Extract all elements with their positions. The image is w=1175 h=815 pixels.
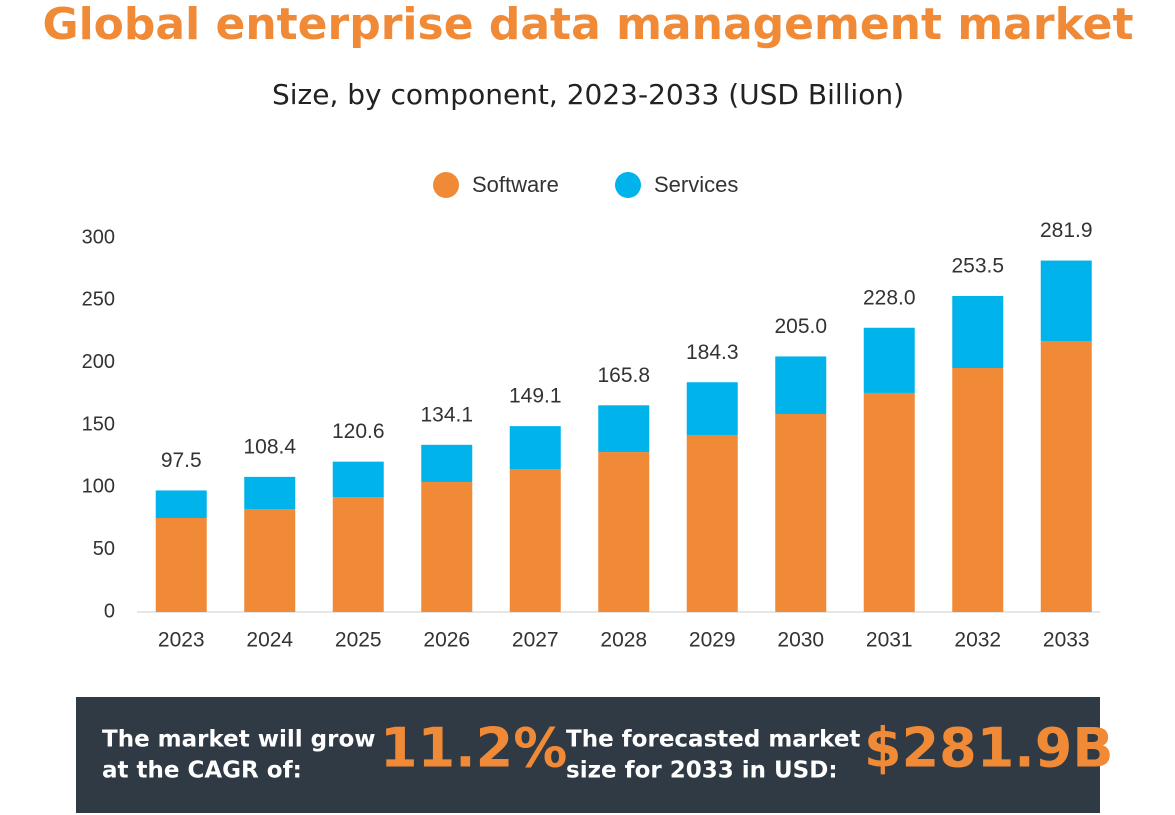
total-label: 134.1 (420, 403, 473, 426)
x-tick-label: 2024 (246, 629, 293, 652)
bar-segment (863, 327, 915, 393)
bar-segment (244, 476, 296, 510)
bar-segment (952, 368, 1004, 612)
y-tick-label: 300 (82, 226, 115, 248)
legend-label: Services (654, 172, 738, 197)
chart-subtitle: Size, by component, 2023-2033 (USD Billi… (272, 78, 904, 111)
total-label: 253.5 (951, 255, 1004, 278)
total-label: 165.8 (597, 364, 650, 387)
total-label: 205.0 (774, 315, 827, 338)
y-tick-label: 200 (82, 351, 115, 373)
forecast-text: size for 2033 in USD: (566, 758, 838, 784)
bar-segment (332, 497, 384, 612)
bar-segment (421, 481, 473, 612)
legend-swatch (615, 172, 641, 198)
bar-segment (509, 469, 561, 612)
total-label: 108.4 (243, 435, 296, 458)
summary-box (76, 697, 1100, 813)
total-label: 149.1 (509, 385, 562, 408)
bar-segment (952, 295, 1004, 369)
cagr-text: at the CAGR of: (102, 758, 302, 784)
x-tick-label: 2028 (600, 629, 647, 652)
y-tick-label: 0 (104, 600, 115, 622)
x-tick-label: 2029 (689, 629, 736, 652)
legend-label: Software (472, 172, 559, 197)
x-tick-label: 2027 (512, 629, 559, 652)
bar-segment (598, 405, 650, 453)
legend-swatch (433, 172, 459, 198)
chart-title: Global enterprise data management market (42, 0, 1133, 50)
x-tick-label: 2032 (954, 629, 1001, 652)
cagr-value: 11.2% (380, 717, 567, 780)
forecast-text: The forecasted market (566, 727, 860, 753)
bar-segment (421, 444, 473, 482)
bar-segment (775, 414, 827, 612)
y-tick-label: 250 (82, 289, 115, 311)
bar-segment (598, 452, 650, 612)
bar-segment (686, 382, 738, 435)
bar-segment (155, 490, 207, 519)
bar-segment (509, 426, 561, 470)
x-tick-label: 2023 (158, 629, 205, 652)
total-label: 120.6 (332, 420, 385, 443)
x-tick-label: 2030 (777, 629, 824, 652)
bar-segment (775, 356, 827, 415)
bar-segment (155, 518, 207, 612)
bar-segment (332, 461, 384, 498)
bar-segment (1040, 340, 1092, 612)
cagr-text: The market will grow (102, 727, 376, 753)
bar-segment (1040, 260, 1092, 341)
y-tick-label: 100 (82, 476, 115, 498)
total-label: 228.0 (863, 286, 916, 309)
forecast-value: $281.9B (864, 717, 1114, 780)
x-tick-label: 2025 (335, 629, 382, 652)
total-label: 97.5 (161, 449, 202, 472)
x-tick-label: 2033 (1043, 629, 1090, 652)
bar-segment (686, 434, 738, 612)
total-label: 184.3 (686, 341, 739, 364)
x-tick-label: 2031 (866, 629, 913, 652)
total-label: 281.9 (1040, 219, 1093, 242)
y-tick-label: 50 (93, 538, 115, 560)
y-tick-label: 150 (82, 413, 115, 435)
x-tick-label: 2026 (423, 629, 470, 652)
bar-segment (244, 509, 296, 612)
bar-segment (863, 392, 915, 612)
